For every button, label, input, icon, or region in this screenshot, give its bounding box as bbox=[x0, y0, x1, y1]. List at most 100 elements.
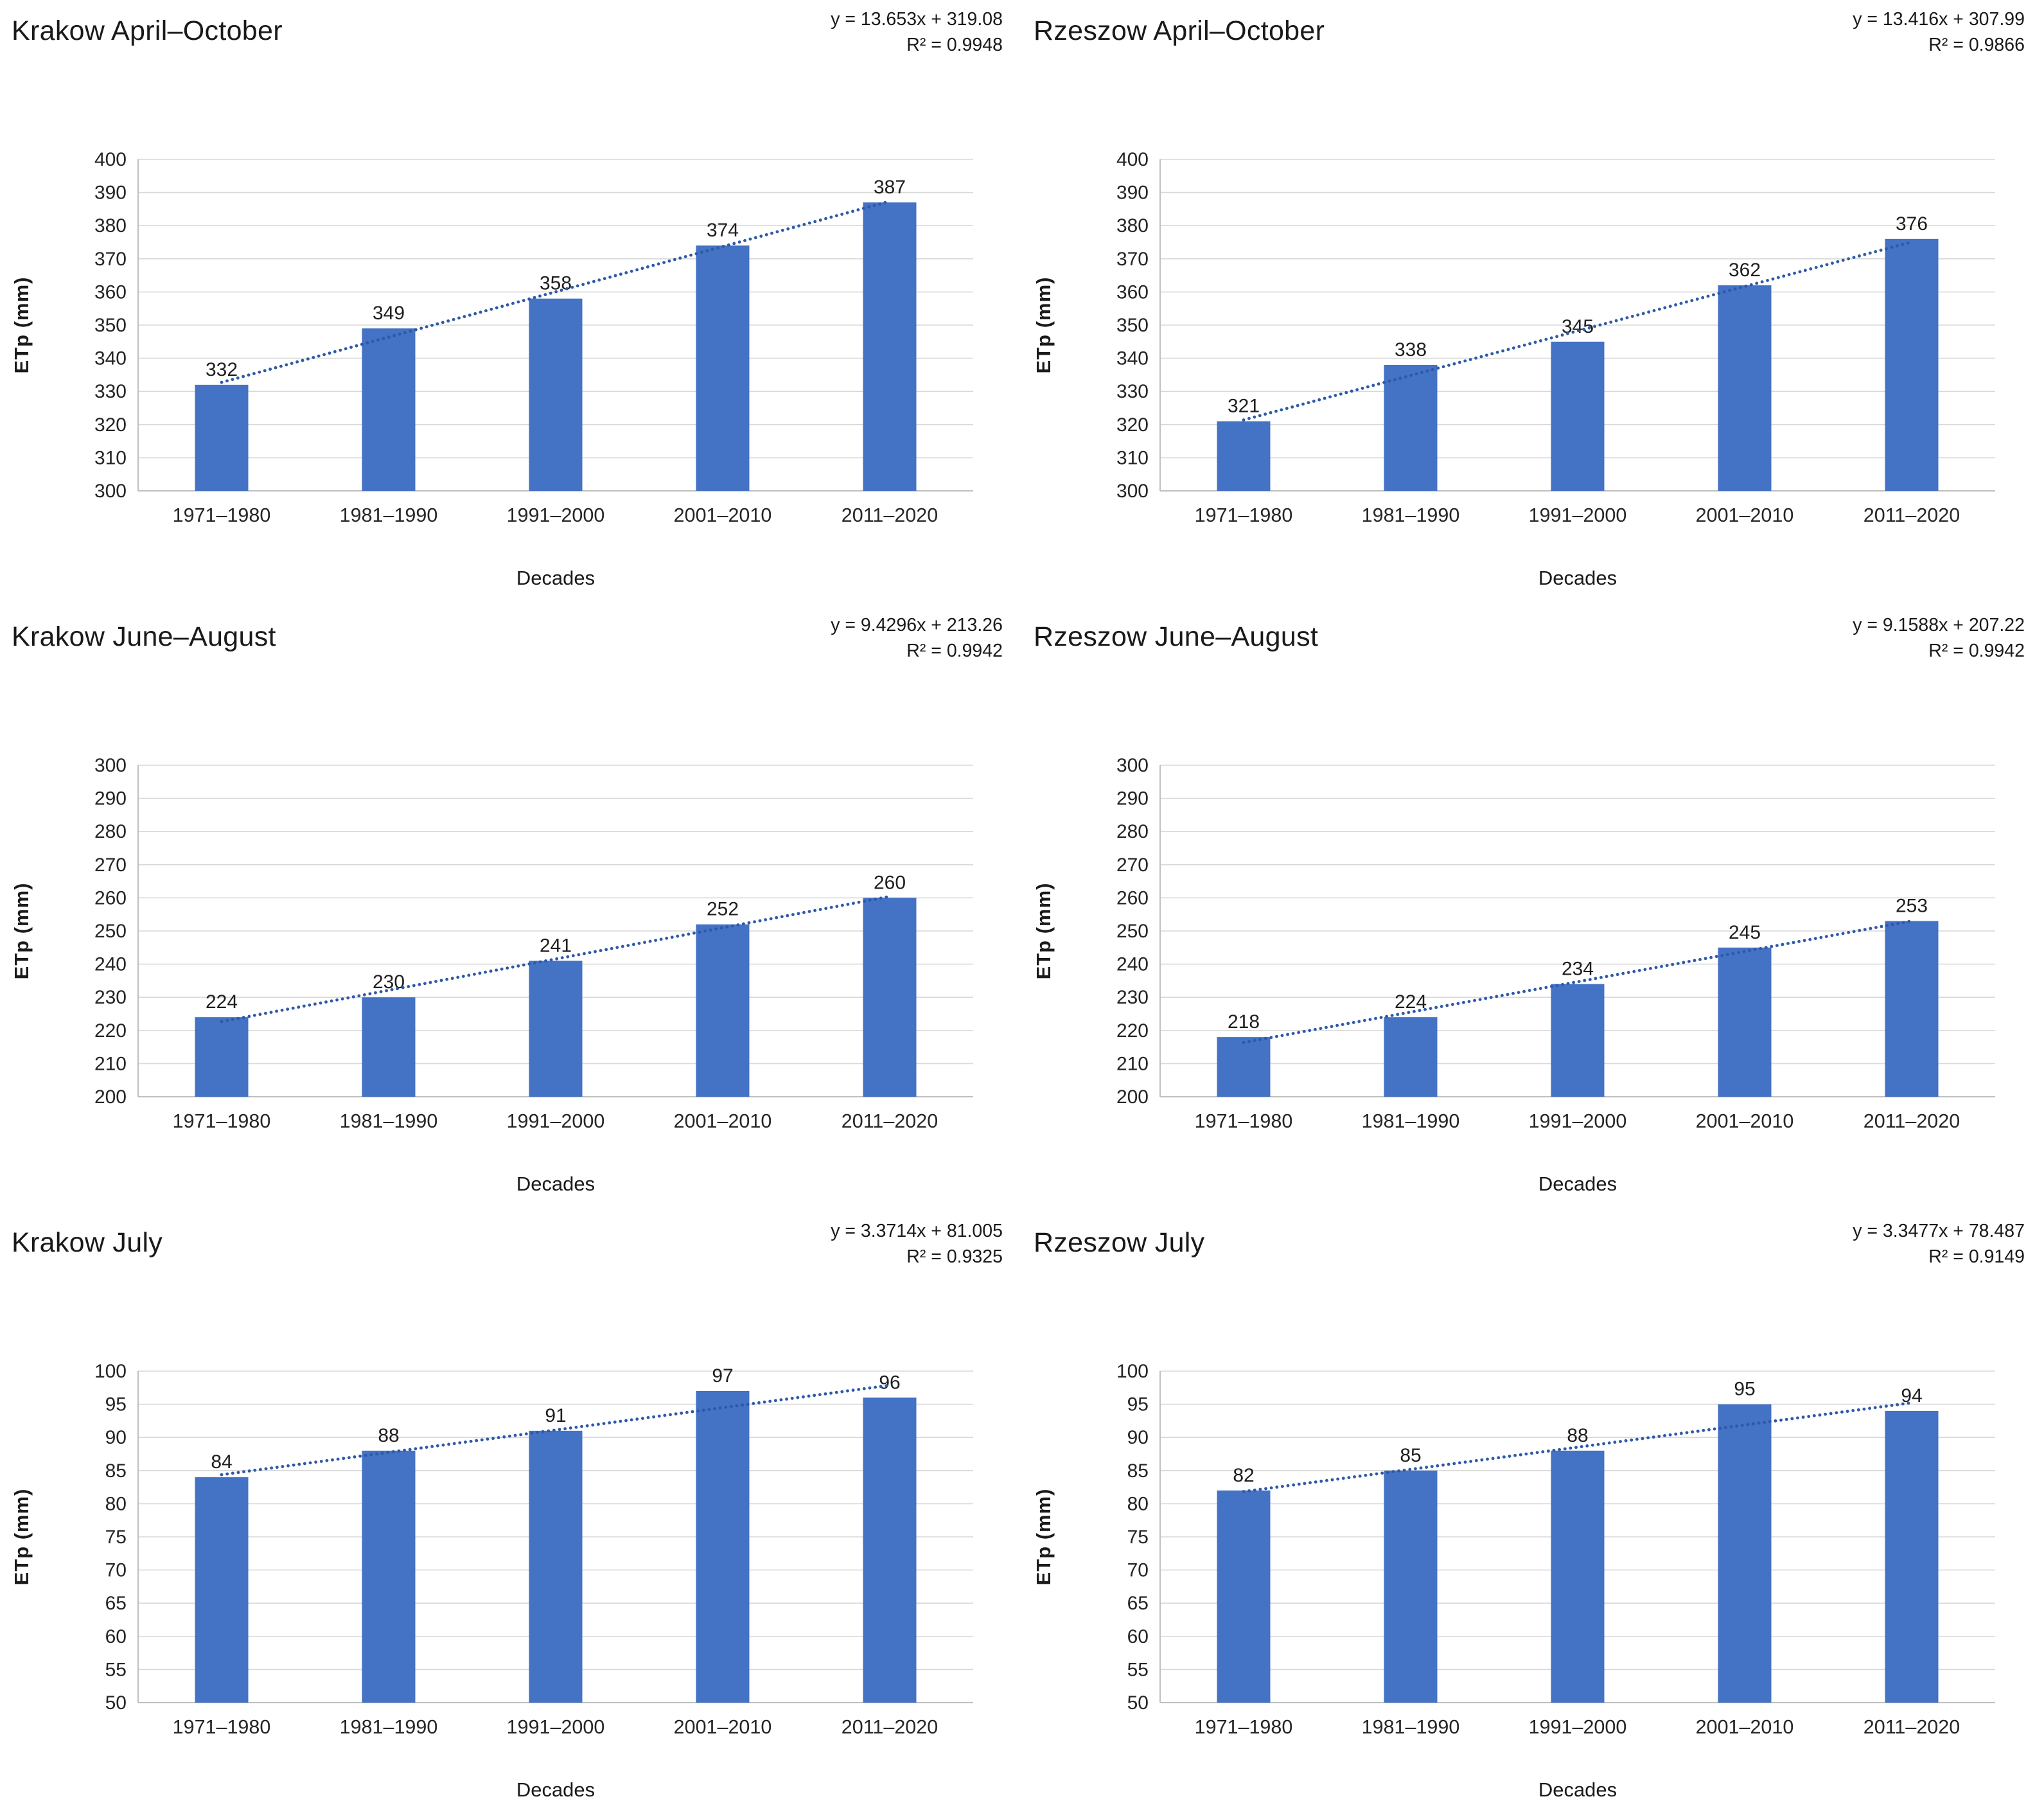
bar bbox=[696, 1390, 750, 1703]
y-tick-label: 95 bbox=[105, 1394, 127, 1415]
bar-chart: 50 55 60 65 70 75 80 85 90 95 100 82 1971–1980 85 1981… bbox=[1032, 1361, 1995, 1801]
y-tick-label: 320 bbox=[94, 414, 127, 436]
y-axis-title: ETp (mm) bbox=[1032, 277, 1055, 374]
bar bbox=[529, 1430, 583, 1703]
x-tick-label: 2001–2010 bbox=[674, 1110, 772, 1132]
x-tick-label: 1991–2000 bbox=[1529, 1110, 1627, 1132]
y-tick-label: 320 bbox=[1116, 414, 1149, 436]
chart-panel-rzeszow-april-october: Rzeszow April–October y = 13.416x + 307.9… bbox=[1022, 0, 2044, 606]
trendline-dotted bbox=[220, 1383, 892, 1476]
x-tick-label: 1971–1980 bbox=[173, 1716, 271, 1738]
x-tick-label: 1981–1990 bbox=[340, 504, 438, 526]
x-tick-label: 2001–2010 bbox=[1696, 504, 1794, 526]
y-tick-label: 270 bbox=[94, 855, 127, 876]
bar-value-label: 387 bbox=[874, 177, 906, 198]
chart-panel-rzeszow-june-august: Rzeszow June–August y = 9.1588x + 207.22 R… bbox=[1022, 606, 2044, 1212]
x-tick-label: 2001–2010 bbox=[1696, 1716, 1794, 1738]
bar-value-label: 260 bbox=[874, 872, 906, 893]
y-tick-label: 330 bbox=[1116, 381, 1149, 402]
y-tick-label: 70 bbox=[1127, 1560, 1149, 1581]
bar bbox=[1384, 1470, 1438, 1703]
bar bbox=[1885, 921, 1939, 1097]
bar-value-label: 82 bbox=[1233, 1465, 1254, 1486]
bar-value-label: 332 bbox=[206, 359, 238, 380]
y-tick-label: 75 bbox=[105, 1527, 127, 1548]
bar bbox=[1551, 984, 1605, 1097]
chart-title: Rzeszow April–October bbox=[1034, 15, 1325, 46]
y-tick-label: 260 bbox=[94, 887, 127, 908]
trendline-equation-block: y = 13.653x + 319.08 R² = 0.9948 bbox=[831, 6, 1003, 58]
chart-panel-krakow-july: Krakow July y = 3.3714x + 81.005 R² = 0.93… bbox=[0, 1212, 1022, 1817]
x-axis-title: Decades bbox=[516, 567, 595, 589]
y-tick-label: 300 bbox=[94, 755, 127, 776]
bar-value-label: 224 bbox=[1395, 991, 1427, 1013]
y-tick-label: 200 bbox=[1116, 1086, 1149, 1108]
x-tick-label: 1971–1980 bbox=[1195, 504, 1293, 526]
bar bbox=[1551, 341, 1605, 491]
trendline-dotted bbox=[1242, 240, 1914, 421]
y-tick-label: 55 bbox=[1127, 1659, 1149, 1680]
x-tick-label: 2011–2020 bbox=[841, 1716, 938, 1738]
trendline-equation-block: y = 3.3477x + 78.487 R² = 0.9149 bbox=[1853, 1218, 2025, 1270]
r-squared-value: R² = 0.9948 bbox=[906, 35, 1003, 55]
y-axis-title: ETp (mm) bbox=[1032, 883, 1055, 980]
y-tick-label: 90 bbox=[105, 1427, 127, 1448]
y-tick-label: 70 bbox=[105, 1560, 127, 1581]
y-tick-label: 220 bbox=[1116, 1020, 1149, 1041]
trendline-equation: y = 3.3477x + 78.487 bbox=[1853, 1221, 2025, 1241]
bar bbox=[1217, 421, 1271, 491]
y-tick-label: 300 bbox=[94, 481, 127, 502]
y-tick-label: 60 bbox=[105, 1626, 127, 1647]
r-squared-value: R² = 0.9942 bbox=[906, 641, 1003, 661]
trendline-equation-block: y = 9.4296x + 213.26 R² = 0.9942 bbox=[831, 612, 1003, 664]
x-tick-label: 1981–1990 bbox=[340, 1110, 438, 1132]
panel-header: Krakow July y = 3.3714x + 81.005 R² = 0.93… bbox=[0, 1212, 1022, 1290]
x-axis-title: Decades bbox=[1538, 1173, 1617, 1195]
x-tick-label: 1981–1990 bbox=[1362, 1716, 1460, 1738]
bar-value-label: 95 bbox=[1734, 1379, 1755, 1400]
panel-header: Rzeszow July y = 3.3477x + 78.487 R² = 0.9… bbox=[1022, 1212, 2044, 1290]
bar-value-label: 91 bbox=[545, 1405, 566, 1426]
bar bbox=[1384, 364, 1438, 491]
y-tick-label: 370 bbox=[94, 249, 127, 270]
y-tick-label: 350 bbox=[1116, 315, 1149, 336]
trendline-equation-block: y = 3.3714x + 81.005 R² = 0.9325 bbox=[831, 1218, 1003, 1270]
y-tick-label: 340 bbox=[94, 348, 127, 369]
bar bbox=[362, 328, 416, 491]
trendline-equation-block: y = 9.1588x + 207.22 R² = 0.9942 bbox=[1853, 612, 2025, 664]
x-tick-label: 2001–2010 bbox=[674, 1716, 772, 1738]
trendline-equation: y = 3.3714x + 81.005 bbox=[831, 1221, 1003, 1241]
bar-value-label: 376 bbox=[1896, 213, 1928, 235]
bar-value-label: 241 bbox=[540, 935, 572, 956]
trendline-equation-block: y = 13.416x + 307.99 R² = 0.9866 bbox=[1853, 6, 2025, 58]
bar-value-label: 218 bbox=[1228, 1011, 1260, 1033]
y-tick-label: 240 bbox=[1116, 954, 1149, 975]
bar-chart: 200 210 220 230 240 250 260 270 280 290 300 218 1971… bbox=[1032, 755, 1995, 1195]
y-tick-label: 95 bbox=[1127, 1394, 1149, 1415]
x-tick-label: 2001–2010 bbox=[1696, 1110, 1794, 1132]
y-tick-label: 390 bbox=[94, 182, 127, 204]
chart-panel-rzeszow-july: Rzeszow July y = 3.3477x + 78.487 R² = 0.9… bbox=[1022, 1212, 2044, 1817]
y-tick-label: 60 bbox=[1127, 1626, 1149, 1647]
bar bbox=[362, 997, 416, 1097]
x-tick-label: 1991–2000 bbox=[507, 1716, 605, 1738]
y-axis-title: ETp (mm) bbox=[10, 883, 33, 980]
chart-title: Rzeszow July bbox=[1034, 1227, 1205, 1258]
y-axis-title: ETp (mm) bbox=[1032, 1489, 1055, 1586]
trendline-dotted bbox=[220, 894, 892, 1024]
x-tick-label: 1991–2000 bbox=[1529, 504, 1627, 526]
bar bbox=[696, 924, 750, 1097]
bar bbox=[529, 298, 583, 491]
x-tick-label: 1971–1980 bbox=[173, 504, 271, 526]
y-tick-label: 310 bbox=[1116, 447, 1149, 468]
bar-value-label: 97 bbox=[712, 1365, 733, 1387]
y-tick-label: 400 bbox=[1116, 149, 1149, 170]
y-tick-label: 240 bbox=[94, 954, 127, 975]
trendline-dotted bbox=[1242, 1401, 1914, 1493]
bar bbox=[1551, 1450, 1605, 1703]
bar bbox=[362, 1450, 416, 1703]
bar bbox=[1718, 1404, 1772, 1703]
r-squared-value: R² = 0.9866 bbox=[1928, 35, 2025, 55]
